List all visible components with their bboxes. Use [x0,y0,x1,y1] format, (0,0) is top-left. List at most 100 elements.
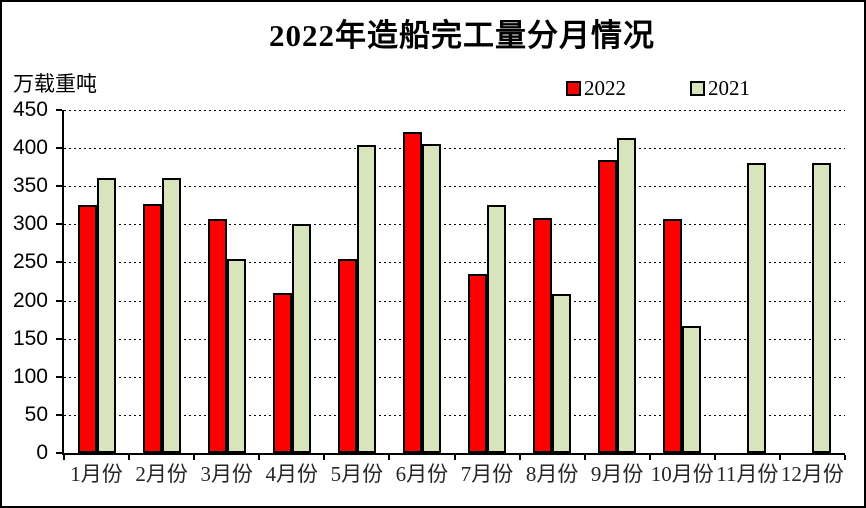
x-tick-mark [583,455,586,460]
bar-group-4月份 [259,110,324,453]
plot-area [62,110,845,455]
x-axis-label-5月份: 5月份 [330,462,384,486]
legend-swatch-2021 [690,80,705,96]
legend-item-2022: 2022 [566,76,626,100]
gridline-400 [64,148,845,150]
y-tick-mark [56,147,62,150]
x-tick-mark [648,455,651,460]
y-tick-label: 0 [36,441,48,464]
x-tick-mark [713,455,716,460]
y-axis-unit-label: 万载重吨 [13,73,97,96]
bar-group-1月份 [64,110,129,453]
legend-label: 2022 [584,76,626,100]
gridline-100 [64,376,845,378]
x-tick-mark [63,455,65,460]
y-tick-mark [56,452,62,454]
x-axis-label-7月份: 7月份 [460,462,514,486]
bar-2021-3月份 [226,259,246,453]
bar-2021-5月份 [356,145,376,453]
x-axis-label-8月份: 8月份 [525,462,579,486]
bar-group-11月份 [715,110,780,453]
y-tick-mark [56,413,62,416]
y-tick-label: 450 [12,98,48,121]
bar-2022-7月份 [468,274,487,453]
gridline-50 [64,414,845,416]
x-axis-label-4月份: 4月份 [265,462,319,486]
x-tick-mark [323,455,326,460]
bar-2021-8月份 [552,294,572,453]
legend-label: 2021 [708,76,750,100]
y-tick-label: 300 [12,212,48,236]
y-tick-label: 200 [12,288,48,312]
bar-group-5月份 [324,110,389,453]
x-tick-mark [128,455,131,460]
gridline-250 [64,262,845,264]
bar-group-6月份 [389,110,454,453]
bar-2021-7月份 [487,205,506,453]
bar-groups [64,110,845,453]
bar-group-7月份 [454,110,519,453]
bar-group-2月份 [129,110,194,453]
bar-group-3月份 [194,110,259,453]
x-axis-label-12月份: 12月份 [780,462,844,486]
x-tick-mark [778,455,781,460]
y-tick-label: 400 [12,136,48,160]
bar-2021-4月份 [291,224,311,453]
gridline-300 [64,224,845,226]
x-axis-label-1月份: 1月份 [70,462,123,486]
x-tick-mark [844,455,846,460]
bar-2022-4月份 [272,293,292,453]
bar-2021-2月份 [161,178,181,453]
x-axis-label-6月份: 6月份 [395,462,449,486]
bar-2022-5月份 [337,259,357,453]
legend-item-2021: 2021 [690,76,750,100]
bar-2021-1月份 [96,178,116,453]
x-axis-label-9月份: 9月份 [590,462,644,486]
bar-2022-6月份 [402,132,422,453]
y-tick-label: 100 [12,364,48,388]
x-axis-label-3月份: 3月份 [200,462,253,486]
y-tick-label: 150 [12,326,48,350]
bar-group-12月份 [780,110,845,453]
gridline-450 [64,110,845,111]
bar-2022-9月份 [598,160,618,453]
chart-title: 2022年造船完工量分月情况 [269,18,655,53]
bar-2022-10月份 [663,219,683,453]
bar-2021-12月份 [812,163,832,453]
y-tick-mark [56,337,62,340]
x-axis-label-11月份: 11月份 [716,462,779,486]
bar-2021-10月份 [682,326,702,453]
bar-2021-9月份 [617,138,637,453]
y-tick-mark [56,261,62,264]
bar-group-10月份 [650,110,715,453]
y-tick-mark [56,109,62,111]
x-axis-label-2月份: 2月份 [135,462,188,486]
x-axis-labels: 1月份 2月份 3月份 4月份 5月份 6月份 7月份 8月份 9月份 10月份 11月份 12月份 [64,461,845,487]
bar-2022-2月份 [142,204,162,453]
legend-swatch-2022 [566,80,581,96]
y-tick-mark [56,375,62,378]
x-tick-mark [388,455,391,460]
bar-2021-11月份 [747,163,767,453]
x-tick-mark [258,455,261,460]
bar-2022-3月份 [207,219,227,453]
y-tick-label: 50 [24,402,48,426]
bar-group-9月份 [585,110,650,453]
y-tick-label: 350 [12,174,48,198]
x-tick-mark [518,455,521,460]
bar-2022-1月份 [77,205,97,453]
y-tick-label: 250 [12,250,48,274]
x-tick-mark [453,455,456,460]
x-tick-mark [193,455,196,460]
bar-group-8月份 [520,110,585,453]
legend: 2022 2021 [566,76,750,100]
y-tick-mark [56,223,62,226]
bar-2021-6月份 [421,144,441,453]
bar-2022-8月份 [533,218,553,453]
y-tick-mark [56,185,62,188]
y-tick-mark [56,299,62,302]
gridline-200 [64,300,845,302]
gridline-350 [64,186,845,188]
x-axis-label-10月份: 10月份 [650,462,714,486]
